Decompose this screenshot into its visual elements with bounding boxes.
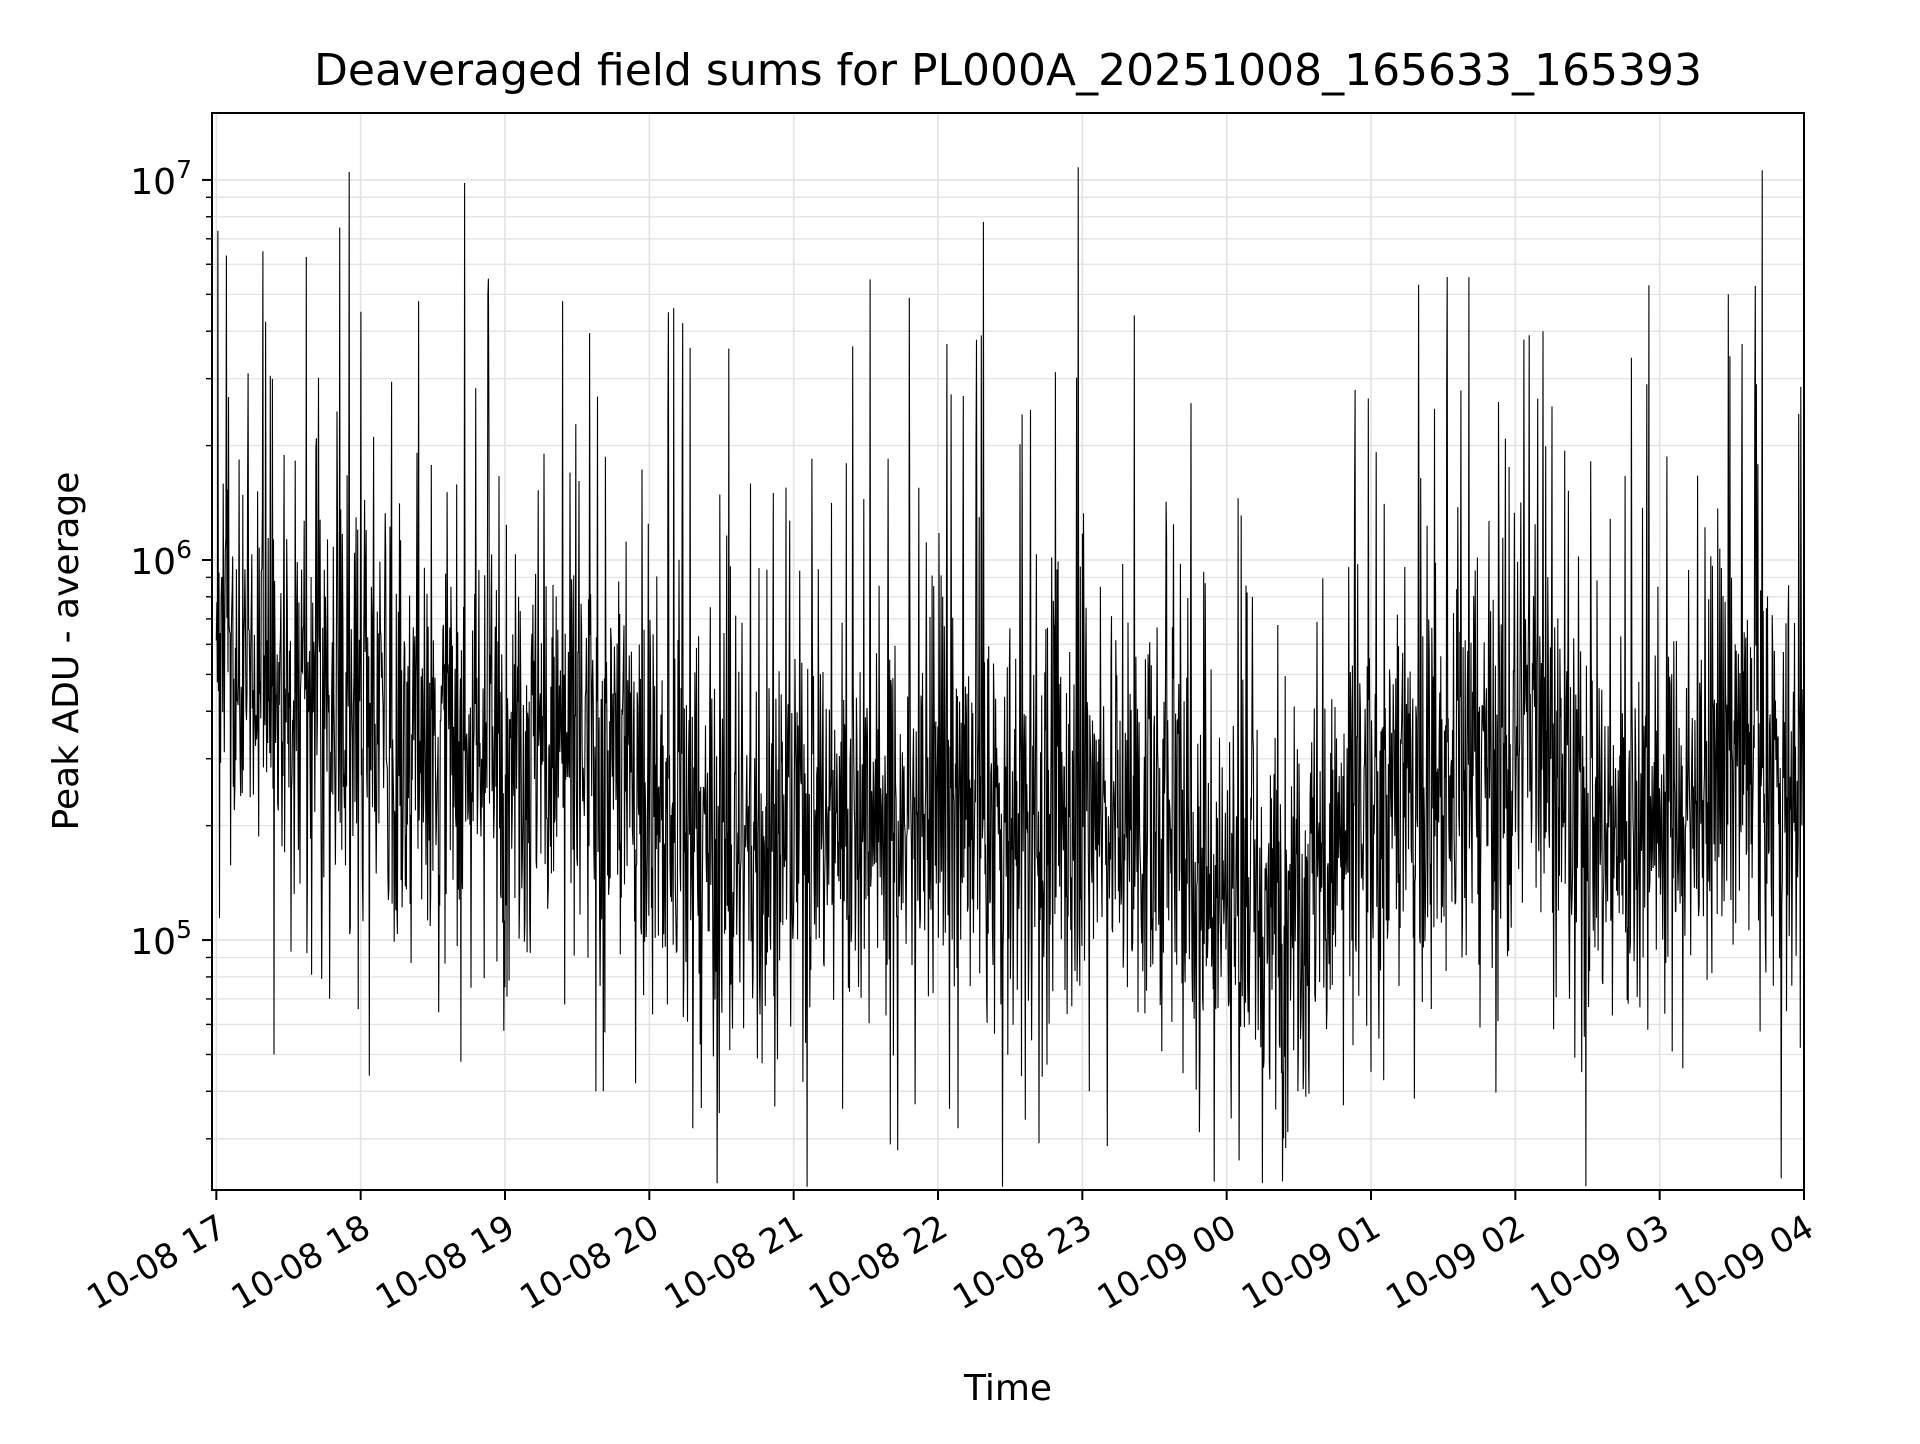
series-group (215, 167, 1805, 1187)
y-axis-label: Peak ADU - average (46, 472, 87, 831)
y-axis-ticks: 105 106 107 (130, 155, 212, 1140)
y-tick-label: 106 (130, 535, 192, 583)
series-line-field-sums (215, 167, 1805, 1187)
y-tick-label: 107 (130, 155, 192, 203)
chart-title: Deaveraged field sums for PL000A_2025100… (314, 45, 1702, 96)
x-axis-label: Time (963, 1368, 1052, 1409)
plot-frame (211, 112, 1805, 1191)
y-tick-label: 105 (130, 915, 192, 963)
